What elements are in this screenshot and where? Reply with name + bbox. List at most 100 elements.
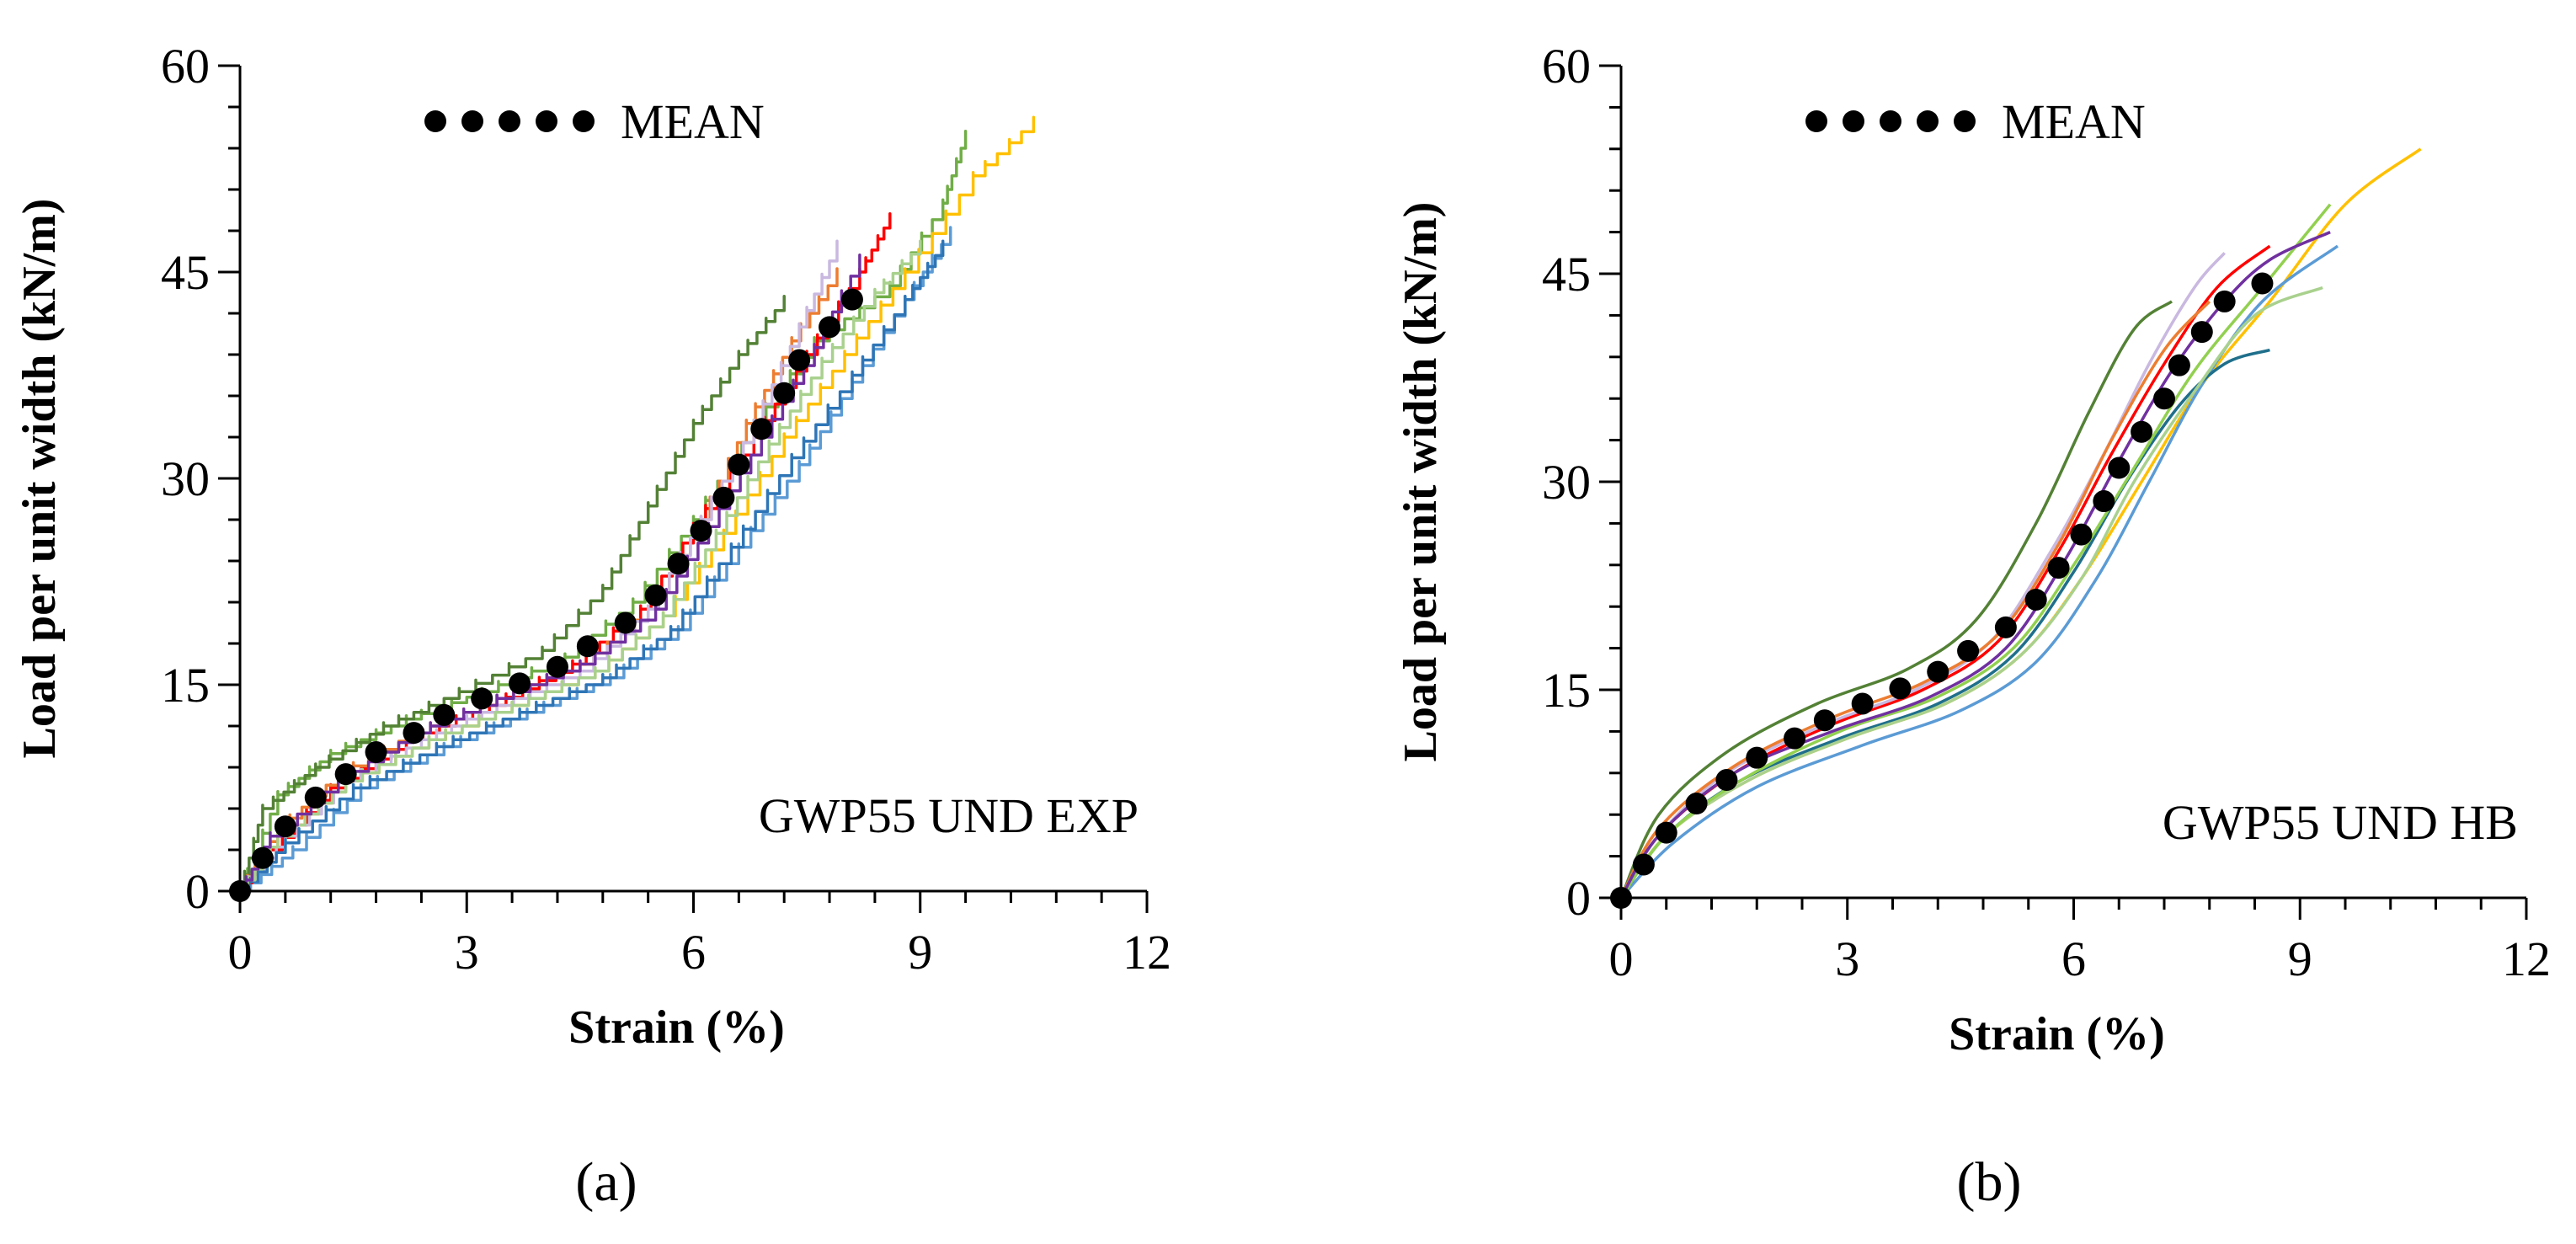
x-tick-label: 3: [455, 925, 479, 980]
mean-point: [2131, 420, 2153, 443]
mean-point: [728, 453, 750, 476]
mean-series: [1610, 272, 2274, 909]
x-tick-label: 12: [1123, 925, 1171, 980]
y-tick-label: 30: [1542, 455, 1591, 510]
chart-panel-a: 0 15 30 45 60 0 3 6 9 12 Strain (%) Load per unit w…: [13, 39, 1171, 1054]
caption-a: (a): [575, 1151, 637, 1213]
y-axis-title: Load per unit width (kN/m): [1395, 202, 1447, 762]
legend-marker: [573, 110, 595, 132]
y-tick-label: 15: [161, 658, 210, 713]
x-axis-title: Strain (%): [1949, 1008, 2165, 1060]
mean-point: [840, 288, 863, 311]
legend-label: MEAN: [621, 94, 765, 149]
mean-point: [2093, 490, 2115, 513]
y-tick-label: 60: [161, 39, 210, 93]
mean-point: [546, 655, 568, 678]
mean-point: [1610, 887, 1632, 909]
legend-marker: [1917, 110, 1939, 132]
mean-point: [1957, 639, 1980, 662]
x-tick-label: 6: [2061, 932, 2086, 986]
series-line-specimen-1: [1619, 300, 2173, 899]
y-tick-label: 0: [1566, 871, 1591, 926]
x-axis-title: Strain (%): [568, 1001, 785, 1054]
series-line-specimen-8: [1619, 300, 2211, 899]
caption-b: (b): [1957, 1151, 2022, 1213]
mean-point: [690, 520, 712, 542]
x-tick-label: 0: [1609, 932, 1634, 986]
legend: MEAN: [424, 94, 765, 149]
mean-point: [229, 880, 251, 902]
mean-point: [576, 635, 599, 658]
mean-point: [251, 846, 274, 869]
legend: MEAN: [1805, 94, 2146, 149]
mean-point: [1632, 853, 1655, 876]
legend-marker: [499, 110, 520, 132]
legend-marker: [1954, 110, 1976, 132]
series-line-specimen-7: [1619, 286, 2323, 900]
mean-point: [1685, 793, 1708, 815]
x-tick-label: 9: [908, 925, 932, 980]
legend-marker: [424, 110, 446, 132]
series-line-specimen-8: [240, 239, 945, 893]
mean-series: [229, 288, 863, 902]
legend-marker: [1843, 110, 1864, 132]
legend-marker: [1880, 110, 1901, 132]
mean-point: [2024, 588, 2047, 611]
mean-point: [304, 786, 327, 809]
series-line-specimen-2: [240, 115, 1036, 893]
y-tick-label: 15: [1542, 663, 1591, 718]
mean-point: [1889, 677, 1912, 700]
mean-point: [667, 553, 690, 575]
chart-panel-b: 0 15 30 45 60 0 3 6 9 12 Strain (%) Load per unit w…: [1395, 39, 2551, 1060]
legend-marker: [461, 110, 483, 132]
x-tick-label: 3: [1835, 932, 1859, 986]
mean-point: [1784, 727, 1806, 750]
panel-annotation: GWP55 UND HB: [2163, 795, 2518, 850]
series-line-specimen-1: [240, 129, 968, 893]
mean-point: [2047, 557, 2070, 579]
y-axis-title: Load per unit width (kN/m): [13, 199, 66, 759]
series-line-specimen-5: [240, 294, 786, 893]
mean-point: [2213, 290, 2236, 312]
y-tick-label: 60: [1542, 39, 1591, 93]
mean-point: [614, 611, 637, 634]
mean-point: [1715, 769, 1738, 792]
mean-point: [2070, 523, 2093, 546]
mean-point: [1927, 660, 1949, 683]
legend-marker: [1805, 110, 1827, 132]
series-group: [240, 115, 1036, 893]
legend-marker: [536, 110, 557, 132]
mean-point: [750, 418, 773, 440]
y-tick-label: 45: [1542, 247, 1591, 302]
mean-point: [1655, 821, 1677, 844]
panel-annotation: GWP55 UND EXP: [759, 788, 1139, 843]
mean-point: [2153, 387, 2175, 410]
mean-point: [1994, 616, 2017, 638]
mean-point: [1746, 746, 1768, 769]
legend-label: MEAN: [2002, 94, 2146, 149]
mean-point: [334, 763, 357, 786]
x-tick-label: 9: [2288, 932, 2312, 986]
mean-point: [2251, 272, 2274, 295]
mean-point: [644, 584, 667, 606]
y-tick-label: 0: [185, 864, 210, 919]
x-tick-label: 0: [228, 925, 253, 980]
mean-point: [2190, 321, 2213, 344]
mean-point: [509, 672, 531, 695]
mean-point: [365, 741, 387, 764]
x-tick-label: 6: [681, 925, 706, 980]
y-tick-label: 30: [161, 451, 210, 506]
mean-point: [2108, 456, 2131, 479]
series-group: [1619, 147, 2422, 900]
mean-point: [773, 382, 796, 404]
mean-point: [712, 486, 735, 509]
mean-point: [819, 316, 841, 339]
mean-point: [1813, 709, 1836, 732]
mean-point: [471, 687, 493, 710]
mean-point: [403, 722, 425, 745]
mean-point: [2168, 354, 2190, 376]
y-tick-label: 45: [161, 245, 210, 300]
mean-point: [788, 349, 811, 371]
mean-point: [1851, 692, 1874, 715]
